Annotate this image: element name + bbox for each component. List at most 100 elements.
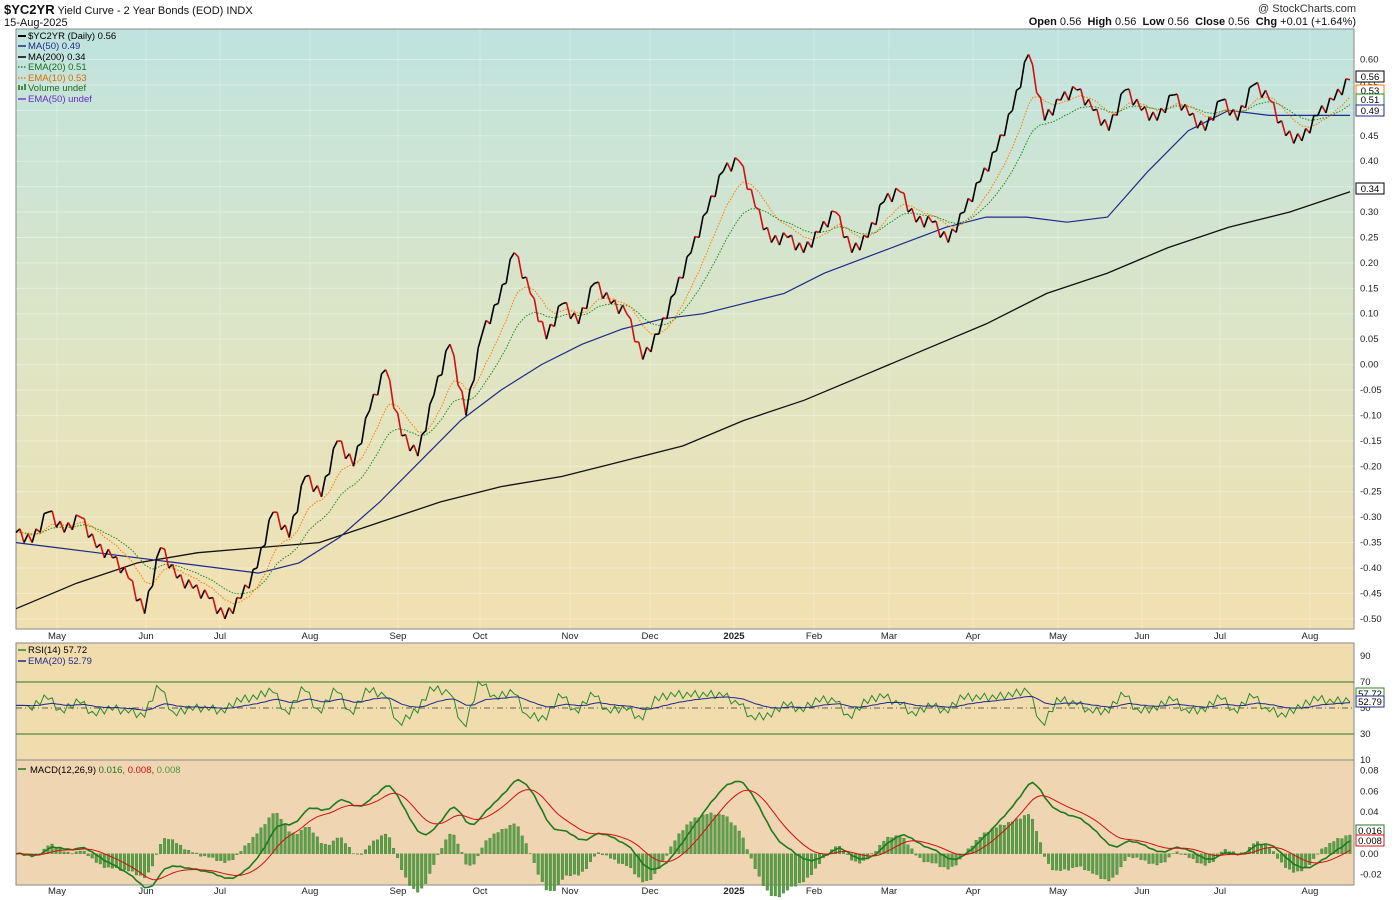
- x-axis-label: Aug: [302, 631, 319, 642]
- price-segment: [171, 564, 178, 579]
- price-tick-label: 0.15: [1360, 283, 1379, 294]
- price-tick-label: -0.45: [1360, 588, 1382, 599]
- price-segment: [433, 376, 439, 396]
- macd-histogram-bar: [693, 817, 697, 854]
- price-segment: [497, 284, 503, 304]
- macd-histogram-bar: [368, 845, 371, 854]
- x-axis-label: Mar: [881, 886, 897, 897]
- price-segment: [163, 549, 170, 569]
- macd-histogram-bar: [279, 819, 283, 854]
- legend-macd-v3: 0.008: [157, 765, 181, 776]
- price-segment: [963, 198, 970, 213]
- rsi-tick-label: 10: [1360, 755, 1371, 766]
- macd-histogram-bar: [1163, 853, 1167, 863]
- legend-ma50: MA(50) 0.49: [28, 41, 80, 52]
- price-segment: [1096, 109, 1102, 126]
- macd-histogram-bar: [211, 853, 215, 858]
- price-segment: [855, 242, 861, 251]
- price-segment: [859, 234, 865, 251]
- x-axis-label: Jun: [138, 886, 153, 897]
- price-segment: [55, 520, 61, 528]
- price-segment: [690, 236, 696, 253]
- price-tick-label: 0.00: [1360, 360, 1379, 371]
- price-segment: [1232, 109, 1239, 121]
- price-segment: [911, 208, 917, 223]
- macd-histogram-bar: [1063, 853, 1067, 870]
- price-segment: [224, 607, 230, 620]
- price-segment: [601, 291, 608, 299]
- macd-histogram-bar: [540, 853, 544, 882]
- ema20-line: [15, 101, 1351, 595]
- x-axis-label: Jul: [214, 886, 226, 897]
- price-segment: [766, 227, 773, 243]
- macd-histogram-bar: [476, 853, 480, 857]
- price-segment: [19, 528, 25, 543]
- low-value: 0.56: [1167, 16, 1189, 28]
- price-segment: [1063, 91, 1070, 101]
- price-segment: [702, 211, 708, 217]
- price-segment: [357, 442, 363, 447]
- chart-title: Yield Curve - 2 Year Bonds (EOD): [57, 5, 224, 17]
- macd-histogram-bar: [862, 853, 866, 861]
- macd-histogram-bar: [82, 850, 86, 854]
- macd-histogram-bar: [589, 853, 592, 862]
- price-segment: [1160, 107, 1166, 114]
- macd-histogram-bar: [556, 853, 560, 885]
- price-segment: [1341, 78, 1347, 96]
- exchange: INDX: [226, 5, 253, 17]
- price-segment: [770, 234, 777, 243]
- price-segment: [939, 230, 945, 238]
- price-segment: [915, 215, 921, 223]
- ema10-line: [15, 94, 1351, 605]
- macd-histogram-bar: [520, 835, 524, 854]
- price-segment: [1301, 128, 1307, 142]
- price-segment: [1345, 78, 1351, 81]
- macd-histogram-bar: [343, 843, 347, 854]
- price-segment: [425, 404, 431, 431]
- price-segment: [352, 446, 359, 467]
- price-segment: [509, 252, 515, 260]
- price-segment: [1285, 130, 1291, 137]
- price-segment: [895, 187, 901, 193]
- badge-ma50-box: [1355, 104, 1385, 117]
- price-segment: [1056, 98, 1061, 101]
- price-segment: [123, 566, 130, 579]
- macd-histogram-bar: [1159, 853, 1163, 863]
- price-segment: [388, 379, 395, 408]
- macd-histogram-bar: [781, 853, 785, 894]
- macd-histogram-bar: [1127, 853, 1131, 857]
- price-segment: [376, 373, 383, 396]
- price-segment: [1337, 88, 1343, 96]
- macd-histogram-bar: [1131, 853, 1135, 859]
- price-segment: [364, 410, 371, 419]
- price-segment: [778, 232, 785, 246]
- ma200-line: [15, 191, 1351, 610]
- price-segment: [1325, 97, 1331, 114]
- x-axis-label: Mar: [881, 631, 897, 642]
- price-segment: [730, 157, 736, 172]
- price-segment: [750, 189, 757, 208]
- price-segment: [1059, 91, 1066, 101]
- price-segment: [1043, 109, 1050, 121]
- macd-histogram-bar: [464, 853, 468, 865]
- price-tick-label: -0.35: [1360, 538, 1382, 549]
- x-axis-label: Nov: [562, 631, 579, 642]
- price-tick-label: -0.50: [1360, 614, 1382, 625]
- price-segment: [794, 242, 801, 251]
- macd-histogram-bar: [110, 853, 114, 869]
- price-segment: [1152, 111, 1158, 121]
- price-segment: [453, 355, 459, 386]
- macd-histogram-bar: [1139, 853, 1143, 860]
- price-segment: [401, 434, 406, 437]
- price-segment: [1072, 85, 1078, 91]
- price-segment: [846, 236, 853, 253]
- price-segment: [328, 448, 335, 475]
- macd-histogram-bar: [275, 813, 279, 854]
- macd-histogram-bar: [886, 836, 890, 854]
- macd-histogram-bar: [1308, 853, 1312, 865]
- price-segment: [1321, 105, 1327, 114]
- price-segment: [1333, 88, 1339, 101]
- macd-histogram-bar: [504, 828, 508, 854]
- macd-histogram-bar: [1091, 853, 1095, 874]
- x-axis-label: Aug: [1302, 631, 1319, 642]
